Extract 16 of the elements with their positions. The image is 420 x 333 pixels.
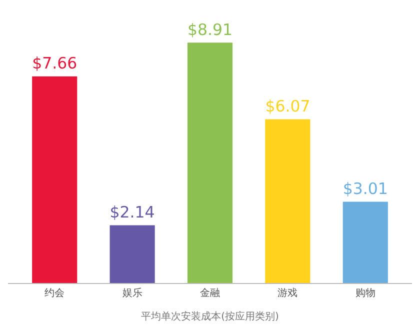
- bar: [265, 119, 310, 283]
- bar: [32, 76, 78, 283]
- bar: [110, 225, 155, 283]
- data-label: $6.07: [265, 96, 310, 116]
- x-tick-label: 游戏: [278, 287, 298, 299]
- x-axis-title: 平均单次安装成本(按应用类别): [141, 310, 279, 322]
- data-label: $2.14: [110, 202, 155, 222]
- data-label: $7.66: [32, 54, 78, 73]
- data-label: $3.01: [342, 179, 388, 198]
- x-tick-label: 约会: [44, 287, 65, 299]
- bar: [187, 42, 233, 283]
- x-tick-label: 购物: [355, 288, 376, 299]
- x-tick-label: 娱乐: [122, 287, 142, 299]
- x-tick-label: 金融: [200, 287, 220, 299]
- bar: [342, 202, 388, 283]
- data-label: $8.91: [188, 20, 232, 40]
